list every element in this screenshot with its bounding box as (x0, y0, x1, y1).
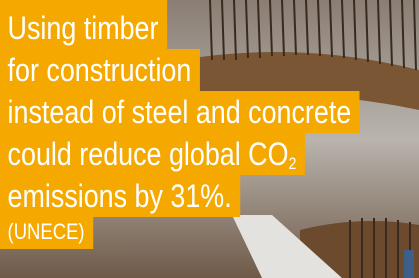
headline-line: for construction (0, 49, 200, 91)
headline-line: emissions by 31%. (0, 175, 240, 217)
headline: Using timber for construction instead of… (0, 0, 360, 249)
headline-text: could reduce global CO (8, 136, 289, 172)
subscript: 2 (288, 154, 296, 173)
headline-line: instead of steel and concrete (0, 91, 360, 133)
page: Using timber for construction instead of… (0, 0, 419, 278)
headline-line: could reduce global CO2 (0, 133, 305, 175)
headline-line: Using timber (0, 0, 167, 49)
source: (UNECE) (0, 217, 93, 249)
